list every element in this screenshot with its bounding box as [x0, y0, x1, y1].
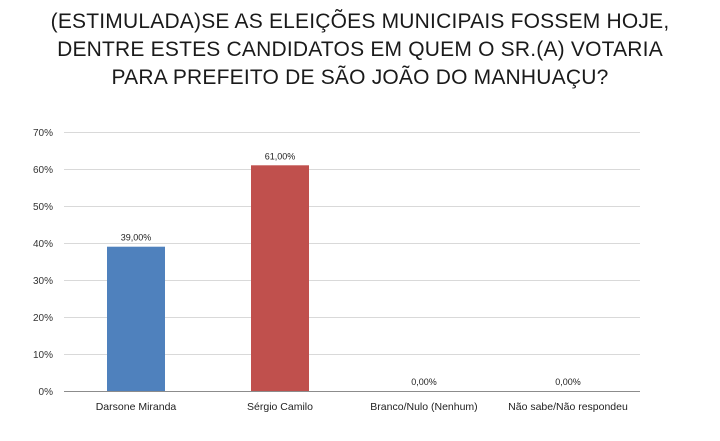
y-tick-label: 30% — [33, 276, 53, 287]
y-tick-label: 20% — [33, 313, 53, 324]
y-tick-label: 0% — [39, 387, 54, 398]
x-category-label: Sérgio Camilo — [247, 401, 313, 413]
y-tick-label: 10% — [33, 350, 53, 361]
data-label: 0,00% — [411, 377, 437, 387]
bar — [251, 165, 309, 391]
bar — [107, 246, 165, 391]
y-tick-label: 70% — [33, 128, 53, 139]
chart-title-line-3: PARA PREFEITO DE SÃO JOÃO DO MANHUAÇU? — [111, 66, 609, 89]
x-category-label: Não sabe/Não respondeu — [508, 401, 628, 413]
y-tick-label: 60% — [33, 165, 53, 176]
data-label: 39,00% — [121, 233, 152, 243]
x-category-label: Darsone Miranda — [96, 401, 177, 413]
y-tick-label: 40% — [33, 239, 53, 250]
x-category-label: Branco/Nulo (Nenhum) — [370, 401, 477, 413]
data-label: 0,00% — [555, 377, 581, 387]
chart-title-line-1: (ESTIMULADA)SE AS ELEIÇÕES MUNICIPAIS FO… — [50, 10, 670, 33]
chart-title-line-2: DENTRE ESTES CANDIDATOS EM QUEM O SR.(A)… — [57, 38, 663, 61]
data-label: 61,00% — [265, 151, 296, 161]
y-tick-label: 50% — [33, 202, 53, 213]
chart-title: (ESTIMULADA)SE AS ELEIÇÕES MUNICIPAIS FO… — [0, 8, 720, 92]
